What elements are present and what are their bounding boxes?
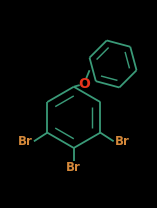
Text: Br: Br [115,135,130,148]
Text: O: O [78,77,90,91]
Text: Br: Br [18,135,33,148]
Text: Br: Br [66,161,81,174]
